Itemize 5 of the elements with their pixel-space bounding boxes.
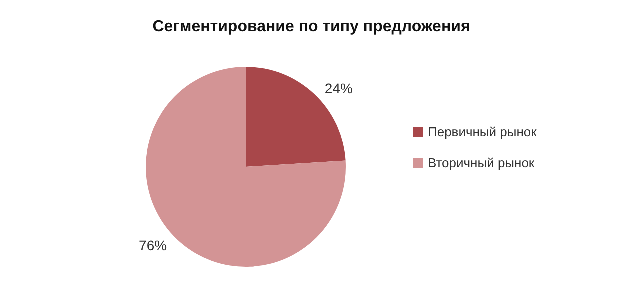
- chart-title: Сегментирование по типу предложения: [152, 18, 470, 36]
- legend-label: Первичный рынок: [428, 124, 538, 140]
- legend-label: Вторичный рынок: [428, 156, 535, 170]
- data-label: 76%: [139, 238, 168, 254]
- data-label: 24%: [324, 80, 353, 96]
